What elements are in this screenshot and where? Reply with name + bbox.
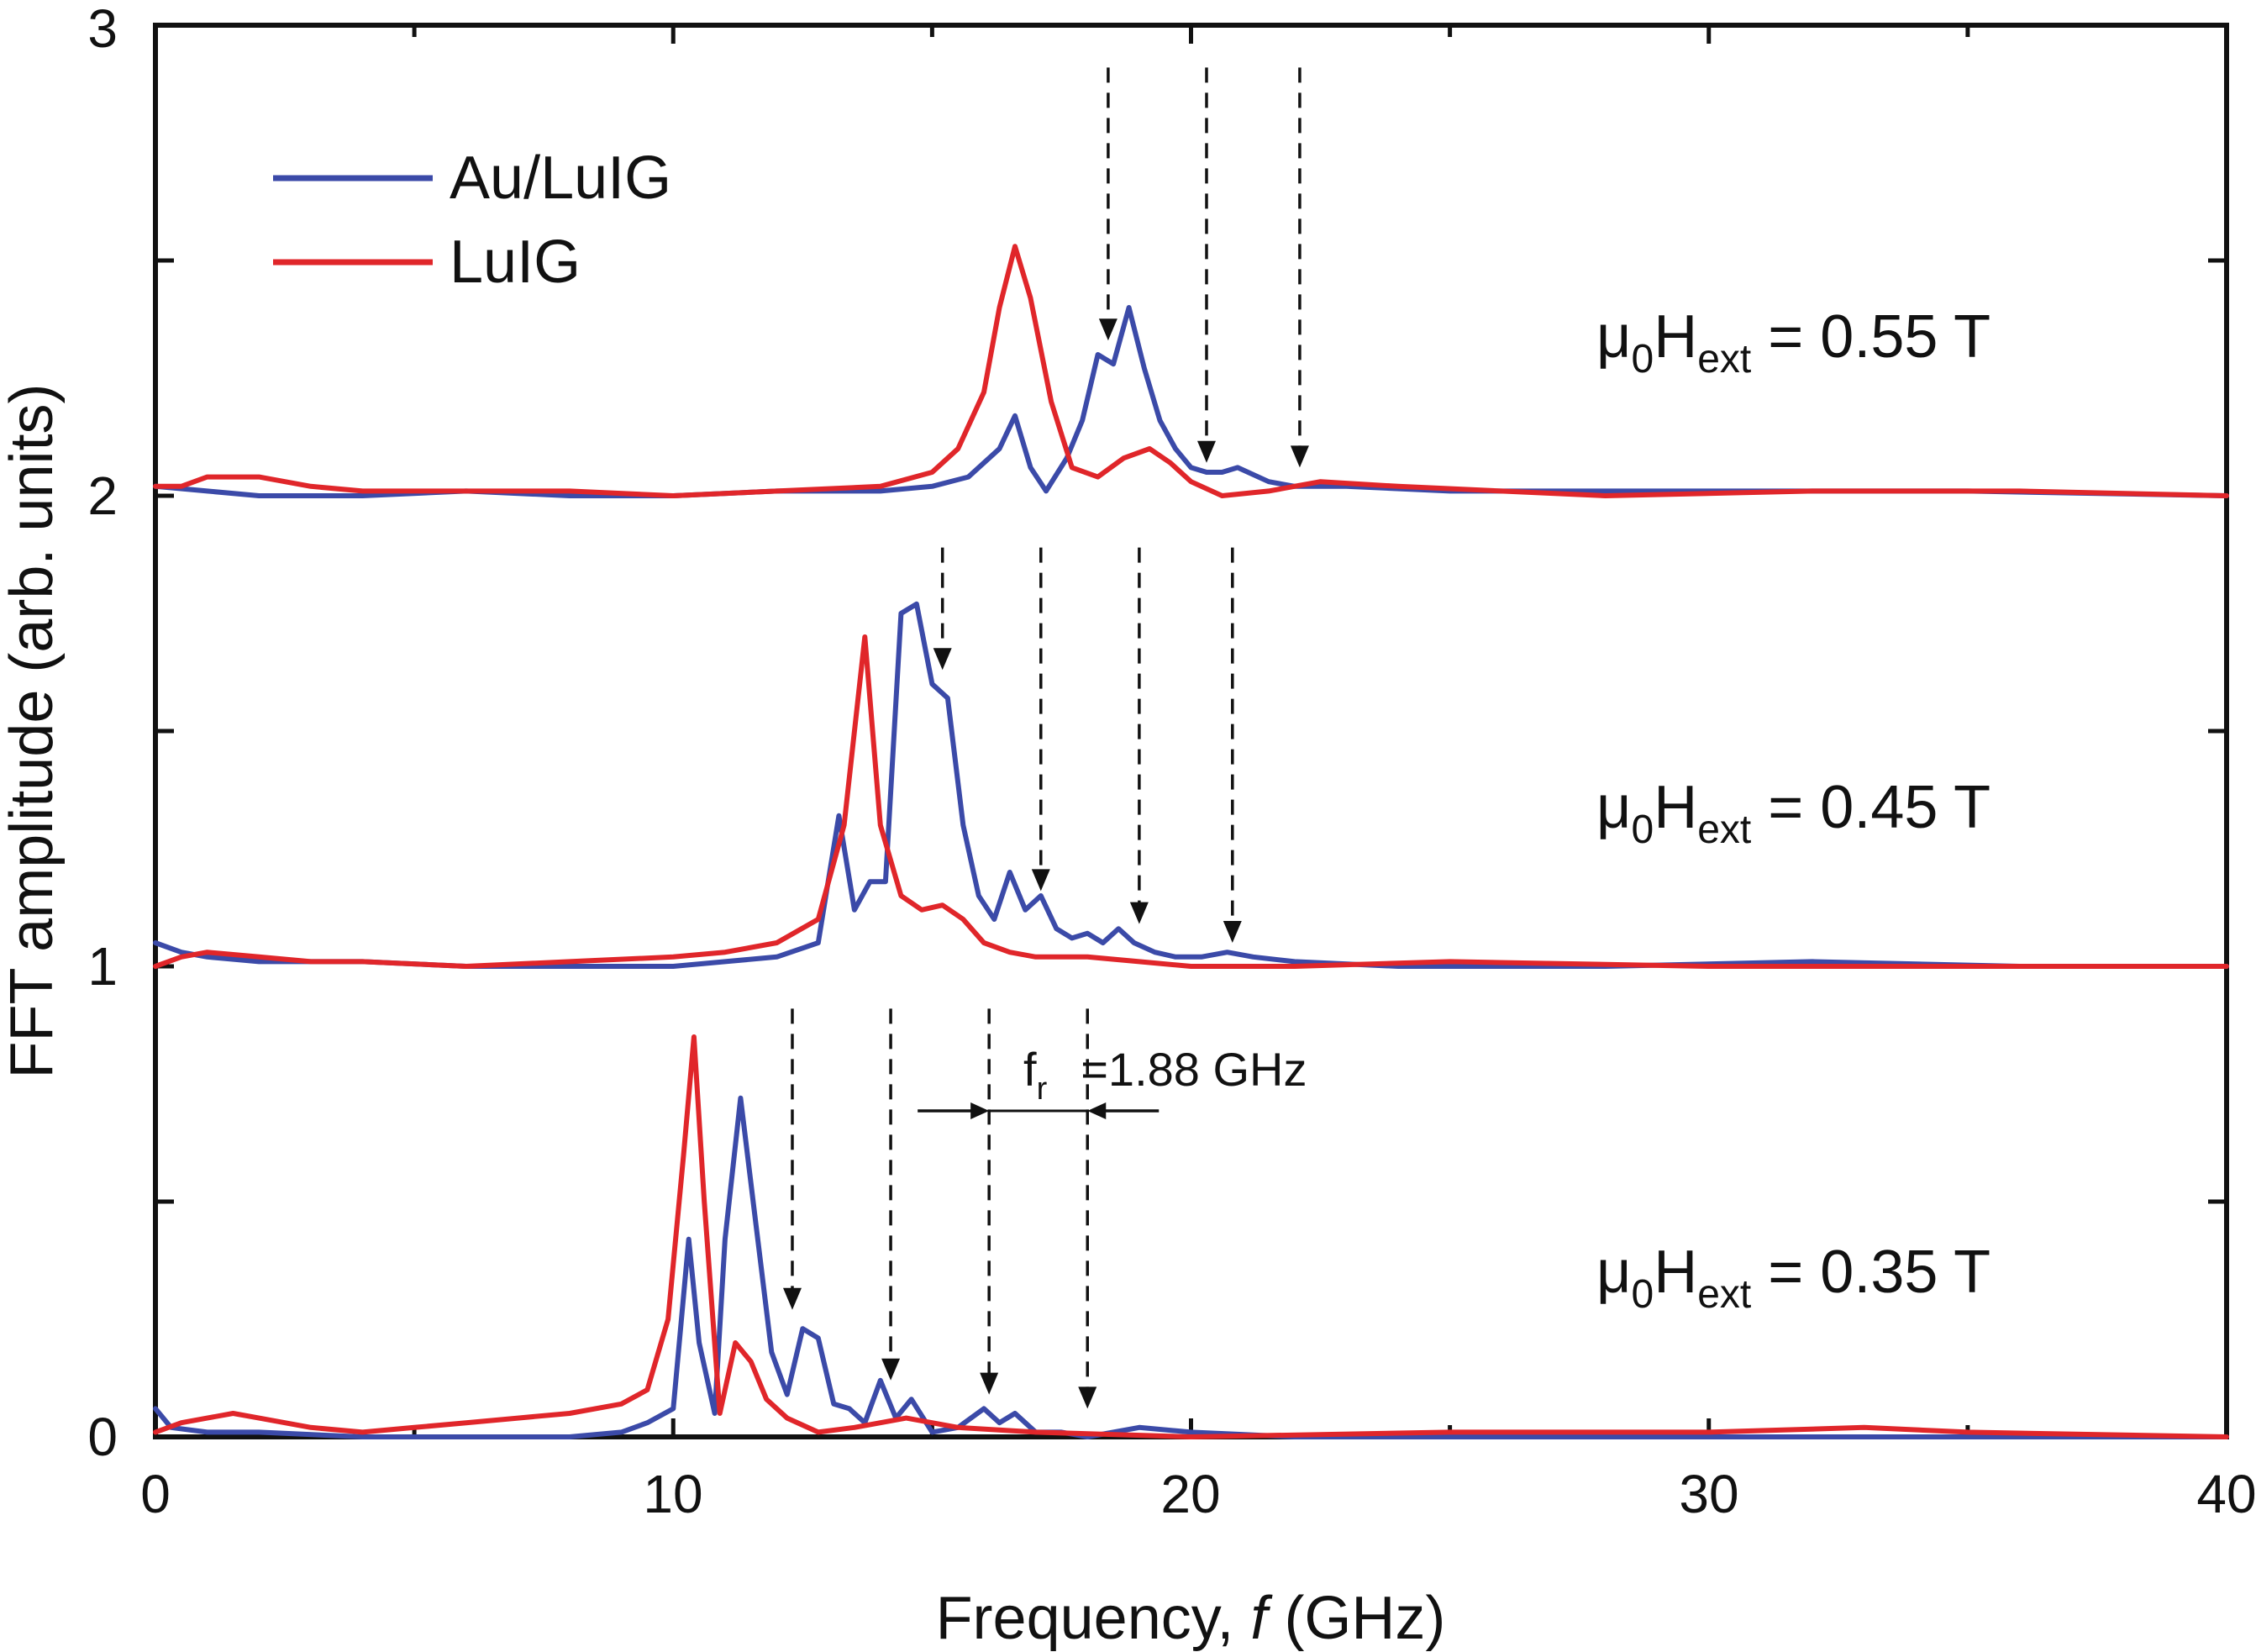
legend: Au/LuIG LuIG: [273, 145, 671, 296]
arrow-head: [881, 1358, 901, 1381]
fr-arrow-left-head: [970, 1102, 990, 1119]
y-axis-label: FFT amplitude (arb. units): [0, 384, 66, 1079]
legend-label-luig: LuIG: [450, 229, 581, 296]
arrow-annotations: [782, 67, 1309, 1409]
y-tick-labels: 0 1 2 3: [87, 0, 118, 1467]
arrow-head: [980, 1372, 999, 1395]
x-tick-label: 20: [1160, 1464, 1220, 1524]
fr-arrow-right-head: [1087, 1102, 1107, 1119]
arrow-head: [1031, 869, 1050, 892]
field-label-035: μ0Hext = 0.35 T: [1596, 1239, 1990, 1317]
y-tick-label: 2: [87, 466, 118, 526]
legend-label-au-luig: Au/LuIG: [450, 145, 671, 212]
x-tick-label: 0: [140, 1464, 171, 1524]
arrow-head: [1196, 440, 1216, 463]
arrow-head: [1290, 445, 1309, 468]
x-tick-label: 40: [2196, 1464, 2256, 1524]
x-tick-label: 10: [643, 1464, 702, 1524]
field-label-045: μ0Hext = 0.45 T: [1596, 774, 1990, 852]
field-label-055: μ0Hext = 0.55 T: [1596, 303, 1990, 381]
y-tick-label: 0: [87, 1407, 118, 1467]
y-tick-label: 1: [87, 936, 118, 997]
arrow-head: [1129, 902, 1149, 924]
arrow-head: [782, 1287, 802, 1310]
series-line-luig-0-45-t: [153, 634, 2229, 969]
x-tick-labels: 0 10 20 30 40: [140, 1464, 2256, 1524]
fr-annotation: fr =1.88 GHz: [1023, 1043, 1307, 1107]
field-labels: μ0Hext = 0.55 T μ0Hext = 0.45 T μ0Hext =…: [1596, 303, 1990, 1317]
x-axis-label: Frequency, f (GHz): [936, 1585, 1446, 1652]
arrow-head: [1098, 318, 1117, 341]
series-line-luig-0-55-t: [153, 244, 2229, 498]
y-tick-label: 3: [87, 0, 118, 59]
series-line-luig-0-35-t: [153, 1034, 2229, 1439]
fr-spacing-arrows: [918, 1102, 1160, 1119]
x-tick-label: 30: [1679, 1464, 1738, 1524]
series-group: [153, 244, 2229, 1439]
series-line-au-luig-0-45-t: [153, 601, 2229, 969]
arrow-head: [1078, 1386, 1097, 1409]
arrow-head: [1223, 921, 1242, 943]
arrow-head: [933, 648, 952, 671]
